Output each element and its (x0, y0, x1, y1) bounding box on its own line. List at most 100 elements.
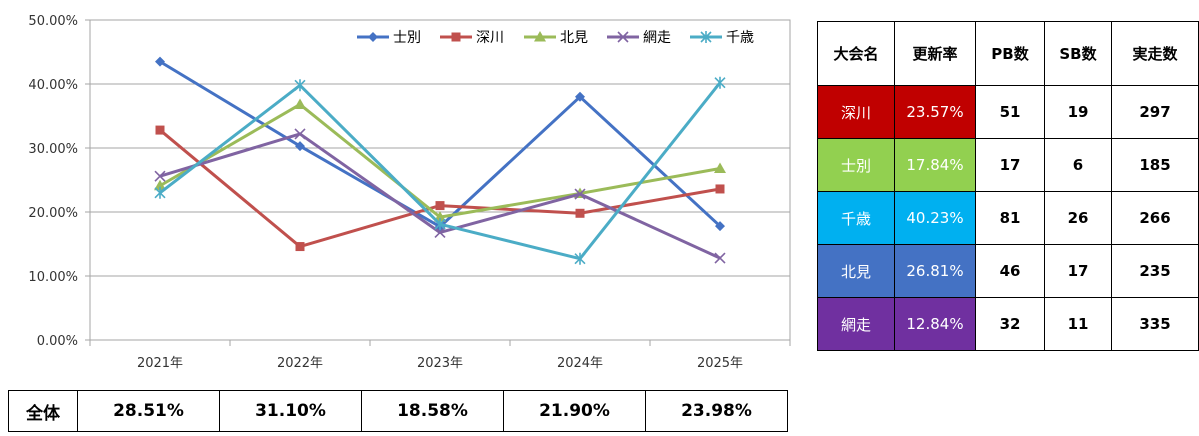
legend-label: 北見 (560, 30, 588, 46)
summary-table: 大会名 更新率 PB数 SB数 実走数 深川 23.57% 51 19 297 … (817, 21, 1199, 351)
row-name: 千歳 (817, 191, 895, 245)
row-rate: 23.57% (894, 85, 976, 139)
data-point (715, 184, 725, 194)
row-rate: 40.23% (894, 191, 976, 245)
data-point (575, 208, 585, 218)
legend-swatch-marker (534, 31, 546, 42)
data-point (574, 252, 586, 265)
table-row: 深川 23.57% 51 19 297 (817, 85, 1199, 139)
series-layer (154, 56, 726, 265)
data-point (154, 179, 166, 191)
data-point (435, 201, 445, 211)
legend-item: 士別 (357, 30, 421, 46)
row-rate: 12.84% (894, 297, 976, 351)
legend-swatch-marker (700, 31, 712, 43)
row-sb: 11 (1044, 297, 1112, 351)
legend: 士別 深川 北見 網走 千歳 (357, 30, 754, 46)
x-tick-label: 2025年 (697, 356, 743, 371)
row-sb: 6 (1044, 138, 1112, 192)
series-5 (154, 76, 726, 265)
x-tick-label: 2024年 (557, 356, 603, 371)
data-point (715, 221, 725, 232)
totals-value-2021: 28.51% (77, 390, 220, 432)
row-rate: 26.81% (894, 244, 976, 298)
line-chart: 0.00% 10.00% 20.00% 30.00% 40.00% 50.00% 2021… (28, 14, 791, 371)
totals-row: 全体 28.51% 31.10% 18.58% 21.90% 23.98% (8, 390, 788, 432)
header-event-name: 大会名 (817, 21, 895, 86)
totals-value-2024: 21.90% (503, 390, 646, 432)
data-point (434, 226, 446, 239)
y-tick-label: 50.00% (28, 14, 78, 29)
data-point (155, 125, 165, 135)
row-name: 深川 (817, 85, 895, 139)
legend-label: 士別 (393, 30, 421, 46)
x-tick-label: 2021年 (137, 356, 183, 371)
row-pb: 81 (975, 191, 1045, 245)
legend-label: 網走 (643, 30, 671, 46)
legend-item: 網走 (607, 30, 671, 46)
plot-area (89, 19, 791, 341)
totals-label: 全体 (8, 390, 78, 432)
legend-swatch-marker (451, 32, 461, 42)
data-point (294, 98, 306, 109)
totals-value-2023: 18.58% (361, 390, 504, 432)
y-axis-ticks: 0.00% 10.00% 20.00% 30.00% 40.00% 50.00% (28, 14, 90, 349)
series-2 (155, 125, 725, 252)
data-point (575, 91, 585, 102)
header-update-rate: 更新率 (894, 21, 976, 86)
row-pb: 51 (975, 85, 1045, 139)
x-tick-label: 2022年 (277, 356, 323, 371)
data-point (714, 76, 726, 89)
row-rate: 17.84% (894, 138, 976, 192)
legend-swatch-marker (368, 32, 378, 42)
header-sb-count: SB数 (1044, 21, 1112, 86)
header-runners: 実走数 (1111, 21, 1199, 86)
data-point (294, 79, 306, 92)
row-runs: 185 (1111, 138, 1199, 192)
y-tick-label: 10.00% (28, 270, 78, 285)
y-tick-label: 40.00% (28, 78, 78, 93)
row-runs: 266 (1111, 191, 1199, 245)
legend-item: 千歳 (690, 30, 754, 46)
legend-swatch-marker (617, 31, 629, 43)
table-row: 士別 17.84% 17 6 185 (817, 138, 1199, 192)
row-name: 北見 (817, 244, 895, 298)
data-point (434, 218, 446, 231)
y-tick-label: 20.00% (28, 206, 78, 221)
table-row: 千歳 40.23% 81 26 266 (817, 191, 1199, 245)
row-name: 士別 (817, 138, 895, 192)
row-pb: 17 (975, 138, 1045, 192)
x-tick-label: 2023年 (417, 356, 463, 371)
data-point (295, 141, 305, 152)
table-row: 北見 26.81% 46 17 235 (817, 244, 1199, 298)
summary-header-row: 大会名 更新率 PB数 SB数 実走数 (817, 21, 1199, 86)
legend-item: 北見 (524, 30, 588, 46)
table-row: 網走 12.84% 32 11 335 (817, 297, 1199, 351)
row-pb: 46 (975, 244, 1045, 298)
series-4 (154, 128, 726, 264)
totals-value-2022: 31.10% (219, 390, 362, 432)
y-tick-label: 0.00% (37, 334, 78, 349)
row-name: 網走 (817, 297, 895, 351)
legend-item: 深川 (440, 30, 504, 46)
data-point (155, 56, 165, 67)
row-runs: 297 (1111, 85, 1199, 139)
row-pb: 32 (975, 297, 1045, 351)
data-point (154, 170, 166, 182)
row-sb: 17 (1044, 244, 1112, 298)
row-runs: 335 (1111, 297, 1199, 351)
totals-value-2025: 23.98% (645, 390, 788, 432)
gridlines (90, 83, 790, 277)
header-pb-count: PB数 (975, 21, 1045, 86)
legend-label: 千歳 (726, 30, 754, 46)
row-runs: 235 (1111, 244, 1199, 298)
data-point (154, 186, 166, 199)
data-point (714, 252, 726, 264)
data-point (574, 188, 586, 200)
x-axis-ticks: 2021年 2022年 2023年 2024年 2025年 (89, 340, 791, 371)
data-point (295, 242, 305, 252)
data-point (294, 128, 306, 140)
legend-label: 深川 (476, 30, 504, 46)
y-tick-label: 30.00% (28, 142, 78, 157)
row-sb: 26 (1044, 191, 1112, 245)
